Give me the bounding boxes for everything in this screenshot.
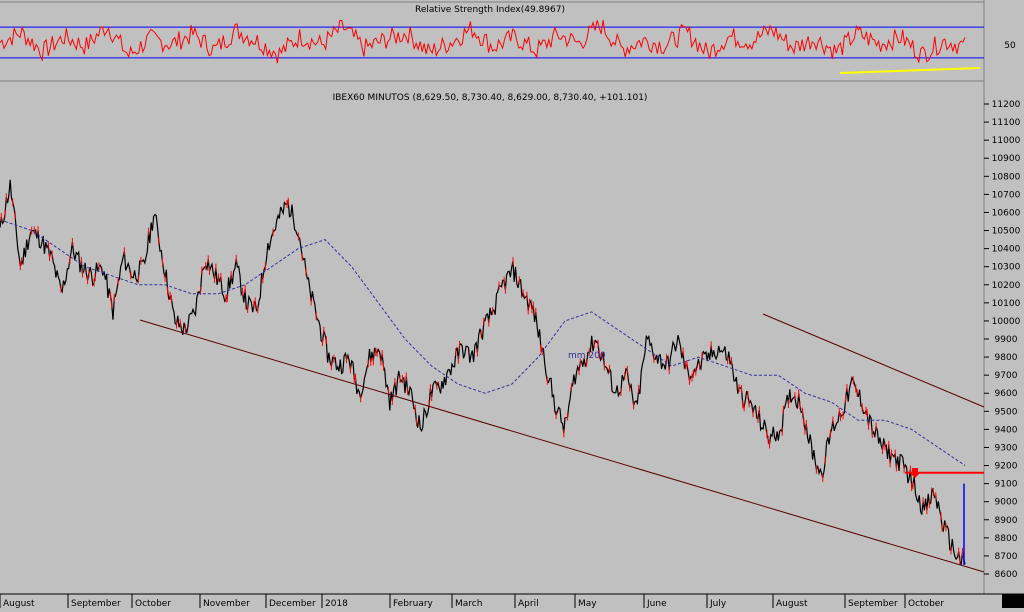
- rsi-title: Relative Strength Index(49.8967): [415, 5, 565, 15]
- y-tick-label: 10900: [992, 154, 1021, 164]
- x-axis: August September October November December 20…: [0, 594, 1024, 609]
- y-axis: 8600 8700 8800 8900 9000 9100 9200 9300 9400 9500…: [984, 100, 1021, 580]
- x-tick-label: December: [269, 599, 316, 608]
- y-tick-label: 10100: [992, 299, 1021, 309]
- ma-200-line: [4, 221, 966, 466]
- axis-corner-block: [1002, 594, 1024, 608]
- y-tick-label: 8900: [995, 516, 1018, 526]
- x-tick-label: September: [71, 599, 121, 608]
- resistance-trendline: [762, 313, 985, 408]
- down-arrow-icon: [909, 468, 921, 478]
- x-tick-label: October: [908, 599, 944, 608]
- y-tick-label: 9100: [995, 480, 1018, 490]
- y-tick-label: 8800: [995, 534, 1018, 544]
- y-tick-label: 10000: [992, 317, 1021, 327]
- y-tick-label: 9500: [995, 407, 1018, 417]
- x-tick-label: 2018: [325, 599, 348, 608]
- y-tick-label: 11100: [992, 118, 1021, 128]
- x-tick-label: June: [646, 599, 667, 608]
- x-tick-label: August: [3, 599, 35, 608]
- price-panel: IBEX60 MINUTOS (8,629.50, 8,730.40, 8,62…: [333, 93, 648, 103]
- annotation-layer: [139, 313, 985, 573]
- y-tick-label: 9300: [995, 443, 1018, 453]
- y-tick-label: 10200: [992, 281, 1021, 291]
- rsi-tick-label: 50: [1004, 41, 1016, 51]
- y-tick-label: 8600: [995, 570, 1018, 580]
- y-tick-label: 10700: [992, 190, 1021, 200]
- rsi-layer: [0, 20, 984, 74]
- y-tick-label: 9700: [995, 371, 1018, 381]
- y-tick-label: 11000: [992, 136, 1021, 146]
- x-tick-label: March: [455, 599, 482, 608]
- support-trendline: [139, 319, 985, 573]
- y-tick-label: 9600: [995, 389, 1018, 399]
- ma-label: mm 200: [568, 351, 606, 361]
- y-tick-label: 9800: [995, 353, 1018, 363]
- rsi-panel: Relative Strength Index(49.8967) 50: [0, 1, 1016, 82]
- y-tick-label: 9000: [995, 498, 1018, 508]
- y-tick-label: 10300: [992, 263, 1021, 273]
- y-tick-label: 10500: [992, 227, 1021, 237]
- x-tick-label: August: [776, 599, 808, 608]
- x-tick-label: September: [848, 599, 898, 608]
- y-tick-label: 9400: [995, 425, 1018, 435]
- y-tick-label: 10600: [992, 208, 1021, 218]
- y-tick-label: 11200: [992, 100, 1021, 110]
- price-layer: [0, 179, 966, 565]
- x-axis-band: [0, 594, 1024, 608]
- y-tick-label: 8700: [995, 552, 1018, 562]
- x-tick-label: October: [135, 599, 171, 608]
- x-tick-label: July: [709, 599, 727, 608]
- rsi-line: [0, 20, 966, 64]
- y-tick-label: 9900: [995, 335, 1018, 345]
- x-tick-label: April: [518, 599, 539, 608]
- price-title: IBEX60 MINUTOS (8,629.50, 8,730.40, 8,62…: [333, 93, 648, 103]
- y-tick-label: 10400: [992, 245, 1021, 255]
- y-tick-label: 10800: [992, 172, 1021, 182]
- x-tick-label: February: [393, 599, 434, 608]
- x-tick-label: November: [203, 599, 250, 608]
- y-tick-label: 9200: [995, 462, 1018, 472]
- rsi-trendline: [839, 67, 981, 74]
- x-tick-label: May: [578, 599, 597, 608]
